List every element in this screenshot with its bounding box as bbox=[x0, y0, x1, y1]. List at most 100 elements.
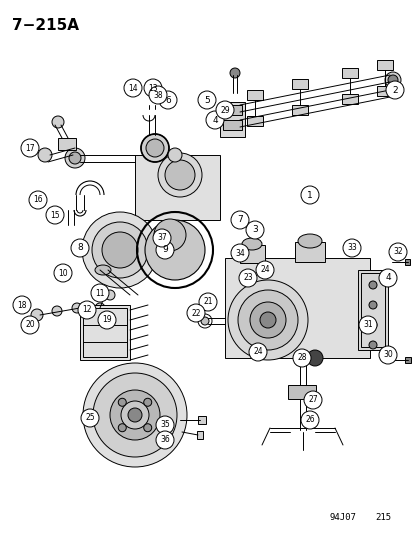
Circle shape bbox=[255, 261, 273, 279]
Circle shape bbox=[46, 206, 64, 224]
Circle shape bbox=[95, 303, 105, 313]
Circle shape bbox=[245, 221, 263, 239]
Circle shape bbox=[71, 239, 89, 257]
Text: 3: 3 bbox=[252, 225, 257, 235]
Circle shape bbox=[259, 312, 275, 328]
Text: 12: 12 bbox=[82, 305, 92, 314]
Text: 10: 10 bbox=[58, 269, 68, 278]
Bar bbox=[404, 357, 410, 363]
Circle shape bbox=[385, 81, 403, 99]
Circle shape bbox=[206, 111, 223, 129]
Circle shape bbox=[29, 191, 47, 209]
Bar bbox=[219, 102, 244, 137]
Circle shape bbox=[65, 148, 85, 168]
Text: 17: 17 bbox=[25, 143, 35, 152]
Circle shape bbox=[387, 75, 397, 85]
Circle shape bbox=[143, 398, 151, 406]
Circle shape bbox=[52, 306, 62, 316]
Bar bbox=[376, 60, 392, 70]
Text: 6: 6 bbox=[165, 95, 171, 104]
Circle shape bbox=[13, 296, 31, 314]
Circle shape bbox=[144, 79, 161, 97]
Circle shape bbox=[121, 401, 149, 429]
Text: 24: 24 bbox=[259, 265, 269, 274]
Circle shape bbox=[237, 290, 297, 350]
Circle shape bbox=[230, 244, 248, 262]
Text: 13: 13 bbox=[148, 84, 157, 93]
Bar bbox=[135, 155, 219, 220]
Text: 34: 34 bbox=[235, 248, 244, 257]
Text: 15: 15 bbox=[50, 211, 59, 220]
Circle shape bbox=[145, 220, 204, 280]
Circle shape bbox=[153, 229, 171, 247]
Circle shape bbox=[83, 363, 187, 467]
Text: 8: 8 bbox=[77, 244, 83, 253]
Text: 14: 14 bbox=[128, 84, 138, 93]
Bar bbox=[341, 94, 357, 104]
Circle shape bbox=[159, 91, 177, 109]
Ellipse shape bbox=[297, 234, 321, 248]
Bar bbox=[223, 105, 242, 115]
Circle shape bbox=[98, 311, 116, 329]
Circle shape bbox=[358, 316, 376, 334]
Text: 30: 30 bbox=[382, 351, 392, 359]
Circle shape bbox=[110, 390, 159, 440]
Bar bbox=[83, 308, 127, 357]
Circle shape bbox=[156, 416, 173, 434]
Circle shape bbox=[154, 219, 185, 251]
Circle shape bbox=[384, 72, 400, 88]
Circle shape bbox=[230, 68, 240, 78]
Bar bbox=[223, 120, 242, 130]
Text: 4: 4 bbox=[212, 116, 217, 125]
Text: 5: 5 bbox=[204, 95, 209, 104]
Bar bbox=[224, 258, 369, 358]
Circle shape bbox=[368, 321, 376, 329]
Circle shape bbox=[156, 431, 173, 449]
Text: 19: 19 bbox=[102, 316, 112, 325]
Text: 33: 33 bbox=[346, 244, 356, 253]
Ellipse shape bbox=[95, 265, 111, 275]
Text: 25: 25 bbox=[85, 414, 95, 423]
Text: 28: 28 bbox=[297, 353, 306, 362]
Text: 24: 24 bbox=[253, 348, 262, 357]
Circle shape bbox=[342, 239, 360, 257]
Circle shape bbox=[105, 290, 115, 300]
Circle shape bbox=[248, 343, 266, 361]
Circle shape bbox=[102, 232, 138, 268]
Text: 26: 26 bbox=[304, 416, 314, 424]
Circle shape bbox=[92, 222, 147, 278]
Circle shape bbox=[149, 86, 166, 104]
Bar bbox=[58, 138, 76, 150]
Text: 23: 23 bbox=[242, 273, 252, 282]
Circle shape bbox=[216, 101, 233, 119]
Text: 36: 36 bbox=[160, 435, 169, 445]
Text: 11: 11 bbox=[95, 288, 104, 297]
Circle shape bbox=[93, 373, 177, 457]
Circle shape bbox=[91, 284, 109, 302]
Text: 7: 7 bbox=[237, 215, 242, 224]
Text: 7−215A: 7−215A bbox=[12, 18, 79, 33]
Bar bbox=[247, 90, 262, 100]
Text: 29: 29 bbox=[220, 106, 229, 115]
Circle shape bbox=[118, 398, 126, 406]
Bar bbox=[357, 270, 387, 350]
Circle shape bbox=[368, 281, 376, 289]
Circle shape bbox=[292, 349, 310, 367]
Circle shape bbox=[230, 211, 248, 229]
Bar bbox=[197, 416, 206, 424]
Text: 9: 9 bbox=[162, 246, 167, 254]
Text: 18: 18 bbox=[17, 301, 27, 310]
Circle shape bbox=[197, 91, 216, 109]
Circle shape bbox=[228, 280, 307, 360]
Circle shape bbox=[168, 148, 182, 162]
Circle shape bbox=[118, 424, 126, 432]
Text: 1: 1 bbox=[306, 190, 312, 199]
Circle shape bbox=[38, 148, 52, 162]
Circle shape bbox=[199, 293, 216, 311]
Circle shape bbox=[368, 341, 376, 349]
Circle shape bbox=[300, 186, 318, 204]
Text: 215: 215 bbox=[374, 513, 390, 522]
Bar bbox=[291, 79, 307, 89]
Bar bbox=[376, 86, 392, 96]
Text: 22: 22 bbox=[191, 309, 200, 318]
